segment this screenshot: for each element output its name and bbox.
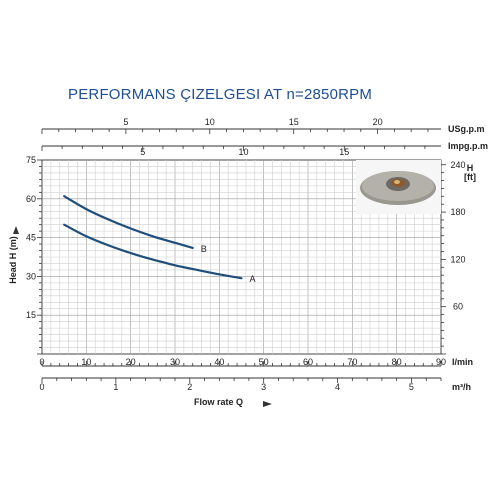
- head-m-tick-label: 45: [26, 233, 36, 243]
- usgpm-tick-label: 15: [289, 117, 299, 127]
- head-ft-tick-label: 60: [453, 302, 463, 312]
- lmin-tick-label: 60: [303, 357, 313, 367]
- lmin-tick-label: 10: [81, 357, 91, 367]
- lmin-unit-label: l/min: [452, 357, 473, 367]
- m3h-tick-label: 1: [113, 382, 118, 392]
- m3h-tick-label: 0: [39, 382, 44, 392]
- m3h-tick-label: 5: [409, 382, 414, 392]
- head-m-tick-label: 15: [26, 310, 36, 320]
- impeller-image: [356, 160, 441, 214]
- lmin-tick-label: 80: [392, 357, 402, 367]
- lmin-tick-label: 0: [39, 357, 44, 367]
- chart-title: PERFORMANS ÇIZELGESI AT n=2850RPM: [68, 86, 373, 103]
- lmin-tick-label: 40: [214, 357, 224, 367]
- usgpm-unit-label: USg.p.m: [448, 124, 485, 134]
- impgpm-tick-label: 10: [239, 147, 249, 157]
- lmin-tick-label: 70: [347, 357, 357, 367]
- head-ft-unit-label: [ft]: [464, 172, 476, 182]
- head-ft-axis-label: H: [467, 163, 474, 173]
- lmin-tick-label: 20: [126, 357, 136, 367]
- series-label-b: B: [201, 244, 207, 254]
- chart-axes: [37, 128, 446, 383]
- x-axis-label: Flow rate Q: [194, 397, 243, 407]
- m3h-tick-label: 4: [335, 382, 340, 392]
- x-axis-arrow: [263, 401, 272, 407]
- head-m-tick-label: 75: [26, 155, 36, 165]
- impgpm-tick-label: 5: [140, 147, 145, 157]
- usgpm-tick-label: 10: [205, 117, 215, 127]
- m3h-tick-label: 2: [187, 382, 192, 392]
- series-line-b: [63, 195, 194, 249]
- impgpm-unit-label: Impg.p.m: [448, 141, 488, 151]
- series-layer: AB: [63, 195, 256, 284]
- usgpm-tick-label: 5: [123, 117, 128, 127]
- impgpm-tick-label: 15: [339, 147, 349, 157]
- lmin-tick-label: 50: [259, 357, 269, 367]
- series-label-a: A: [250, 274, 256, 284]
- head-ft-tick-label: 180: [450, 207, 465, 217]
- y-axis-arrow: [13, 226, 19, 234]
- lmin-tick-label: 90: [436, 357, 446, 367]
- head-m-tick-label: 30: [26, 271, 36, 281]
- y-axis-label: Head H (m): [8, 236, 18, 284]
- head-m-tick-label: 60: [26, 194, 36, 204]
- series-line-a: [63, 223, 243, 280]
- lmin-tick-label: 30: [170, 357, 180, 367]
- usgpm-tick-label: 20: [373, 117, 383, 127]
- head-ft-tick-label: 240: [450, 160, 465, 170]
- head-ft-tick-label: 120: [450, 254, 465, 264]
- m3h-tick-label: 3: [261, 382, 266, 392]
- m3h-unit-label: m³/h: [452, 382, 471, 392]
